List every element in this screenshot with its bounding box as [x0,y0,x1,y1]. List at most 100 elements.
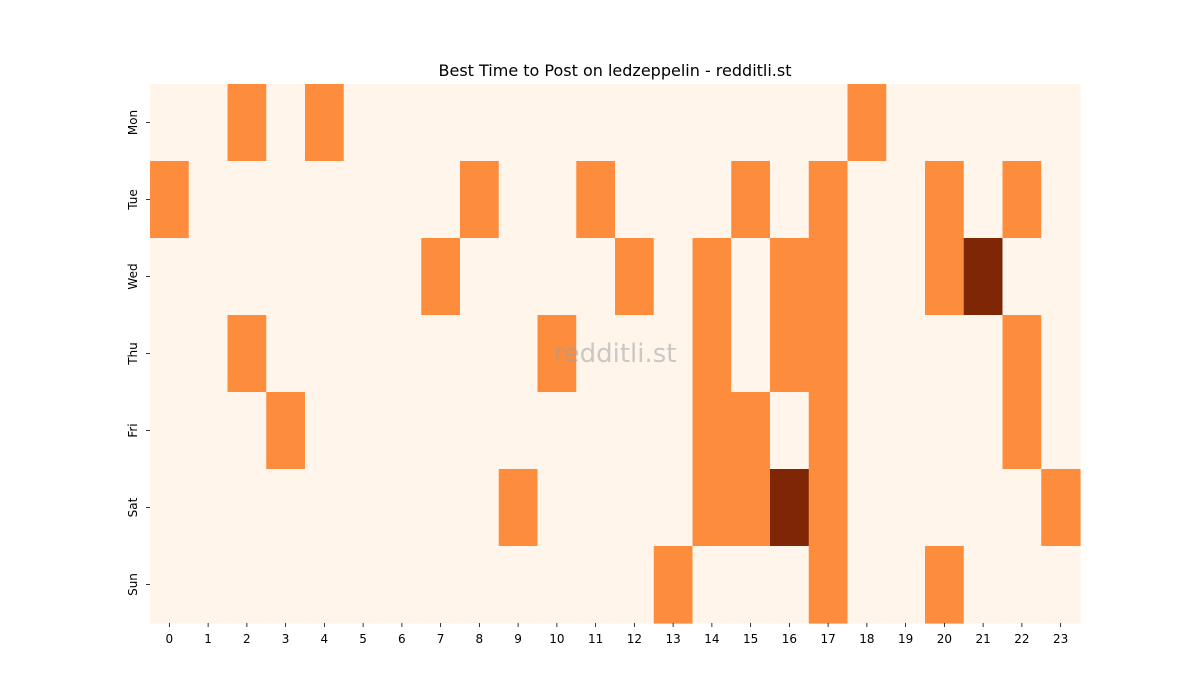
heatmap-cell-tue-7 [421,161,461,239]
heatmap-cell-sat-9 [498,469,539,547]
heatmap-cell-sun-8 [460,546,500,624]
x-tick-label: 19 [898,632,913,646]
heatmap-cell-fri-17 [808,392,849,470]
heatmap-cell-wed-20 [925,238,965,316]
heatmap-cell-thu-4 [305,315,345,393]
heatmap-cell-fri-13 [653,392,694,470]
x-tick-label: 12 [627,632,642,646]
heatmap-cell-wed-16 [770,238,810,316]
heatmap-cell-fri-6 [382,392,422,470]
heatmap-cell-fri-4 [305,392,345,470]
heatmap-cell-tue-10 [537,161,577,239]
heatmap-cell-sat-0 [150,469,190,547]
heatmap-cell-mon-4 [305,84,345,162]
heatmap-cell-wed-4 [305,238,345,316]
heatmap-cell-tue-9 [498,161,539,239]
heatmap-cell-wed-23 [1041,238,1081,316]
y-tick-label: Tue [126,189,140,211]
heatmap-cell-fri-16 [770,392,810,470]
y-tick-label: Fri [126,423,140,437]
x-tick-label: 11 [588,632,603,646]
heatmap-cell-wed-10 [537,238,577,316]
heatmap-cell-thu-22 [1002,315,1042,393]
heatmap-cell-sat-1 [188,469,229,547]
heatmap-cell-tue-23 [1041,161,1081,239]
heatmap-cell-fri-8 [460,392,500,470]
heatmap-cell-sun-14 [692,546,732,624]
x-tick-label: 21 [975,632,990,646]
heatmap-cell-fri-21 [963,392,1004,470]
heatmap-cell-wed-15 [731,238,771,316]
heatmap-cell-wed-21 [963,238,1004,316]
y-tick-label: Thu [126,342,140,366]
heatmap-cell-mon-22 [1002,84,1042,162]
heatmap-cell-sun-4 [305,546,345,624]
heatmap-cell-thu-1 [188,315,229,393]
heatmap-cell-tue-1 [188,161,229,239]
heatmap-cell-sun-22 [1002,546,1042,624]
heatmap-cell-mon-23 [1041,84,1081,162]
y-tick-label: Sat [126,497,140,517]
heatmap-cell-sun-16 [770,546,810,624]
heatmap-cell-wed-14 [692,238,732,316]
heatmap-cell-thu-3 [266,315,306,393]
heatmap-cell-mon-19 [886,84,926,162]
heatmap-cell-thu-10 [537,315,577,393]
heatmap-cell-thu-13 [653,315,694,393]
heatmap-cell-mon-13 [653,84,694,162]
heatmap-cell-wed-13 [653,238,694,316]
x-tick-label: 15 [743,632,758,646]
heatmap-cell-wed-6 [382,238,422,316]
x-tick-label: 14 [704,632,719,646]
heatmap-cell-sun-0 [150,546,190,624]
heatmap-cell-sat-12 [615,469,655,547]
heatmap-cell-sun-3 [266,546,306,624]
heatmap-cell-thu-7 [421,315,461,393]
x-tick-label: 10 [549,632,564,646]
heatmap-cell-sat-3 [266,469,306,547]
y-tick-label: Wed [126,263,140,289]
heatmap-cell-tue-17 [808,161,849,239]
heatmap-cell-thu-19 [886,315,926,393]
x-tick-label: 7 [437,632,445,646]
heatmap-cell-thu-20 [925,315,965,393]
heatmap-cell-tue-0 [150,161,190,239]
heatmap-cell-mon-10 [537,84,577,162]
heatmap-cell-sat-13 [653,469,694,547]
heatmap-cell-thu-11 [576,315,616,393]
heatmap-cell-sat-20 [925,469,965,547]
heatmap-cell-fri-9 [498,392,539,470]
x-tick-label: 1 [204,632,212,646]
heatmap-cell-sat-22 [1002,469,1042,547]
heatmap-cell-fri-18 [847,392,887,470]
x-tick-label: 2 [243,632,251,646]
heatmap-cell-thu-8 [460,315,500,393]
heatmap-cell-sat-23 [1041,469,1081,547]
heatmap-cell-sun-2 [227,546,267,624]
heatmap-cell-fri-22 [1002,392,1042,470]
heatmap-cell-mon-2 [227,84,267,162]
x-tick-label: 5 [359,632,367,646]
heatmap-cells [150,84,1081,624]
heatmap-cell-wed-22 [1002,238,1042,316]
heatmap-cell-sun-10 [537,546,577,624]
heatmap-cell-sat-6 [382,469,422,547]
heatmap-cell-mon-14 [692,84,732,162]
chart-title: Best Time to Post on ledzeppelin - reddi… [439,61,792,80]
heatmap-cell-mon-11 [576,84,616,162]
heatmap-cell-sun-12 [615,546,655,624]
heatmap-cell-sat-8 [460,469,500,547]
heatmap-cell-sat-2 [227,469,267,547]
heatmap-cell-wed-12 [615,238,655,316]
heatmap-cell-fri-14 [692,392,732,470]
heatmap-cell-wed-17 [808,238,849,316]
heatmap-cell-fri-20 [925,392,965,470]
heatmap-cell-wed-11 [576,238,616,316]
heatmap-cell-sun-11 [576,546,616,624]
x-tick-label: 8 [476,632,484,646]
heatmap-cell-wed-2 [227,238,267,316]
heatmap-cell-sat-10 [537,469,577,547]
heatmap-cell-tue-4 [305,161,345,239]
